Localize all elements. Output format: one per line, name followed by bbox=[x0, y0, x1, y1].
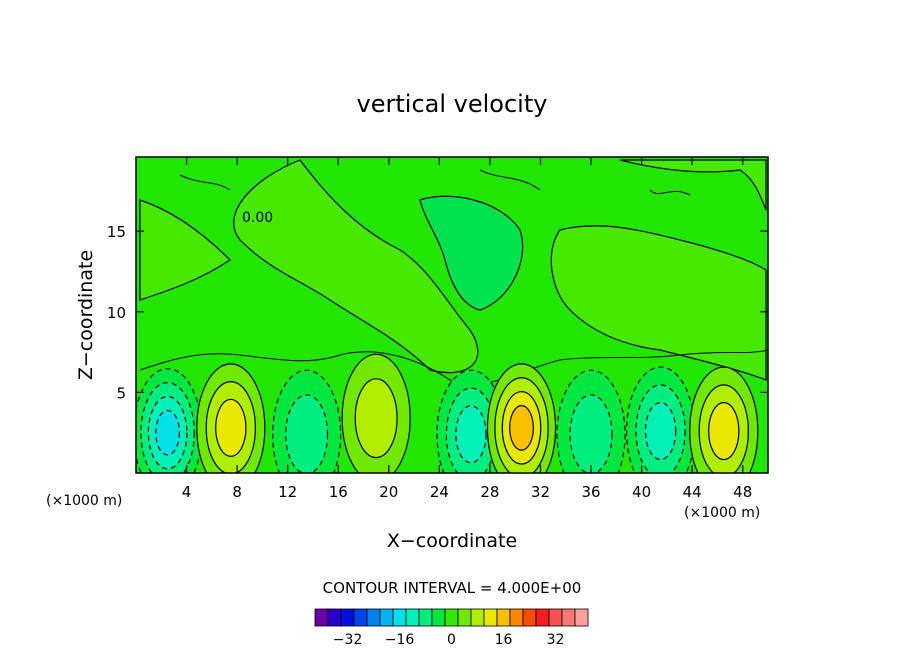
x-tick-label: 44 bbox=[683, 483, 702, 501]
x-tick-label: 48 bbox=[733, 483, 752, 501]
y-tick-label: 10 bbox=[107, 304, 126, 322]
convective-cell bbox=[341, 353, 411, 473]
contour-line bbox=[139, 349, 768, 386]
colorbar-tick-label: −32 bbox=[333, 632, 363, 648]
colorbar-swatch bbox=[457, 608, 472, 627]
contour-band bbox=[215, 398, 247, 457]
x-unit-left: (×1000 m) bbox=[46, 493, 122, 509]
colorbar-swatch bbox=[483, 608, 498, 627]
x-tick-label: 28 bbox=[480, 483, 499, 501]
colorbar-swatch bbox=[431, 608, 446, 627]
field-patch bbox=[233, 159, 479, 374]
x-tick-label: 4 bbox=[182, 483, 192, 501]
colorbar-swatch bbox=[340, 608, 355, 627]
convective-cell bbox=[689, 366, 759, 473]
x-axis: 4 8 12 16 20 24 28 32 36 40 44 48 bbox=[182, 157, 752, 501]
colorbar-swatch bbox=[366, 608, 381, 627]
colorbar-swatch bbox=[496, 608, 511, 627]
colorbar-swatch bbox=[509, 608, 524, 627]
x-unit-right: (×1000 m) bbox=[684, 505, 760, 521]
x-tick-label: 24 bbox=[430, 483, 449, 501]
x-tick-label: 20 bbox=[379, 483, 398, 501]
colorbar-tick-label: 16 bbox=[495, 632, 513, 648]
x-tick-label: 12 bbox=[278, 483, 297, 501]
contour-band bbox=[155, 409, 181, 456]
colorbar-swatch bbox=[470, 608, 485, 627]
y-axis: 5 10 15 bbox=[107, 223, 768, 402]
convective-cell bbox=[625, 366, 696, 473]
contour-band bbox=[509, 404, 534, 451]
y-tick-label: 5 bbox=[116, 384, 126, 402]
x-tick-label: 36 bbox=[581, 483, 600, 501]
y-tick-label: 15 bbox=[107, 223, 126, 241]
colorbar-swatch bbox=[561, 608, 576, 627]
contour-band bbox=[708, 402, 740, 461]
contour-band bbox=[354, 378, 398, 459]
colorbar-swatch bbox=[379, 608, 394, 627]
x-tick-label: 8 bbox=[232, 483, 242, 501]
colorbar-swatch bbox=[574, 608, 589, 627]
contour-band bbox=[455, 405, 487, 464]
y-axis-label: Z−coordinate bbox=[75, 250, 97, 380]
x-tick-label: 16 bbox=[329, 483, 348, 501]
contour-band bbox=[285, 394, 329, 473]
colorbar-tick-label: −16 bbox=[385, 632, 415, 648]
field-patch bbox=[419, 195, 524, 311]
convective-cell bbox=[436, 369, 506, 473]
colorbar-swatch bbox=[353, 608, 368, 627]
colorbar-swatch bbox=[392, 608, 407, 627]
convective-cell bbox=[486, 363, 557, 473]
contour-zero-label: 0.00 bbox=[242, 210, 273, 226]
chart-title: vertical velocity bbox=[357, 90, 548, 118]
contour-band bbox=[644, 402, 677, 461]
colorbar-swatch bbox=[548, 608, 563, 627]
x-tick-label: 32 bbox=[531, 483, 550, 501]
plot-frame bbox=[135, 156, 769, 474]
colorbar-swatch bbox=[522, 608, 537, 627]
convective-cell bbox=[196, 363, 266, 473]
field-patch bbox=[139, 199, 231, 301]
contour-interval-text: CONTOUR INTERVAL = 4.000E+00 bbox=[323, 579, 582, 597]
colorbar-tick-label: 32 bbox=[547, 632, 565, 648]
colorbar-swatch bbox=[535, 608, 550, 627]
colorbar-swatch bbox=[314, 608, 329, 627]
colorbar-swatch bbox=[405, 608, 420, 627]
convective-cell bbox=[556, 369, 626, 473]
convective-cell bbox=[272, 369, 342, 473]
colorbar-swatch bbox=[327, 608, 342, 627]
cells-layer bbox=[136, 353, 759, 473]
x-tick-label: 40 bbox=[632, 483, 651, 501]
colorbar-tick-label: 0 bbox=[447, 632, 456, 648]
contour-line bbox=[179, 169, 691, 196]
x-axis-label: X−coordinate bbox=[387, 530, 517, 552]
convective-cell bbox=[136, 368, 203, 473]
colorbar: −32 −16 0 16 32 bbox=[314, 608, 589, 648]
colorbar-swatch bbox=[418, 608, 433, 627]
colorbar-swatch bbox=[444, 608, 459, 627]
contour-band bbox=[569, 394, 613, 473]
field-patch bbox=[619, 159, 767, 211]
